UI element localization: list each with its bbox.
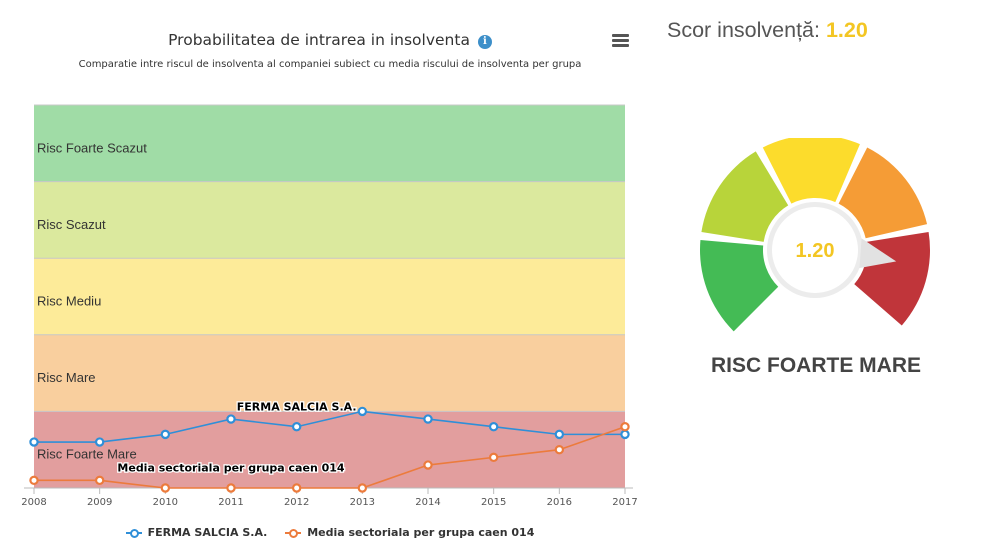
data-point-series-1 [488,452,499,463]
chart-subtitle: Comparatie intre riscul de insolventa al… [78,59,582,70]
data-point-series-0 [226,414,236,424]
data-point-series-0 [357,406,368,417]
score-value: 1.20 [825,18,868,42]
band-label: Risc Scazut [37,217,106,232]
data-point-series-0 [423,414,433,424]
band-label: Risc Foarte Scazut [37,140,147,155]
gauge-segment-4 [838,147,928,239]
data-point-series-1 [423,460,433,470]
score-label: Scor insolvență: [667,18,820,42]
data-point-series-1 [94,475,105,486]
gauge-segment-1 [700,239,779,332]
gauge-value: 1.20 [796,240,835,262]
legend-swatch-company [125,528,142,538]
x-tick-label: 2008 [21,497,46,508]
data-point-series-0 [160,429,171,440]
chart-legend: FERMA SALCIA S.A. Media sectoriala per g… [0,526,660,541]
insolvency-score: Scor insolvență: 1.20 [667,18,868,43]
data-point-series-0 [94,437,105,447]
band-risc-mediu [34,258,625,335]
data-point-series-0 [620,429,630,440]
x-tick-label: 2009 [87,497,112,508]
data-point-series-0 [29,437,39,447]
info-icon[interactable]: i [477,35,492,49]
data-point-series-1 [554,445,565,455]
band-label: Risc Foarte Mare [37,447,137,462]
x-tick-label: 2017 [612,497,637,508]
band-risc-foarte-scazut [34,105,625,182]
legend-swatch-sector-average [285,528,302,538]
data-point-series-1 [29,475,39,486]
data-point-series-0 [554,429,565,440]
x-tick-label: 2010 [153,497,178,508]
series-line-1 [34,425,626,489]
x-tick-label: 2015 [481,497,506,508]
x-tick-label: 2016 [547,497,572,508]
risk-line-chart: Risc Foarte Mare Risc Mare Risc Mediu Risc … [21,104,638,508]
gauge-hub [772,207,858,293]
x-tick-label: 2011 [218,497,243,508]
data-point-series-0 [291,422,302,432]
series-annotation: Media sectoriala per grupa caen 014 [117,462,345,475]
gauge-segment-2 [701,151,789,242]
legend-label-company: FERMA SALCIA S.A. [147,526,268,539]
series-annotation: FERMA SALCIA S.A. [237,400,357,413]
band-risc-mare [34,334,625,412]
legend-item-sector-average[interactable]: Media sectoriala per grupa caen 014 [285,526,534,539]
gauge-pointer-icon [859,238,897,268]
gauge-segment-3 [762,138,860,204]
data-point-series-1 [620,422,630,432]
data-point-series-1 [160,483,171,493]
chart-title: Probabilitatea de intrarea in insolventa… [0,31,660,49]
band-risc-scazut [34,181,625,259]
x-tick-label: 2013 [350,497,375,508]
menu-icon[interactable] [612,34,629,48]
data-point-series-1 [357,483,368,493]
risk-level-label: RISC FOARTE MARE [711,354,921,377]
x-tick-label: 2014 [415,497,440,508]
legend-label-sector-average: Media sectoriala per grupa caen 014 [307,526,535,539]
risk-gauge: 1.20 [700,138,930,332]
data-point-series-1 [226,483,236,493]
legend-item-company[interactable]: FERMA SALCIA S.A. [125,526,268,539]
band-risc-foarte-mare [34,411,625,488]
x-tick-label: 2012 [284,497,309,508]
data-point-series-1 [291,483,302,493]
series-line-0 [34,410,625,443]
band-label: Risc Mediu [37,294,101,309]
data-point-series-0 [488,422,499,432]
band-label: Risc Mare [37,370,96,385]
